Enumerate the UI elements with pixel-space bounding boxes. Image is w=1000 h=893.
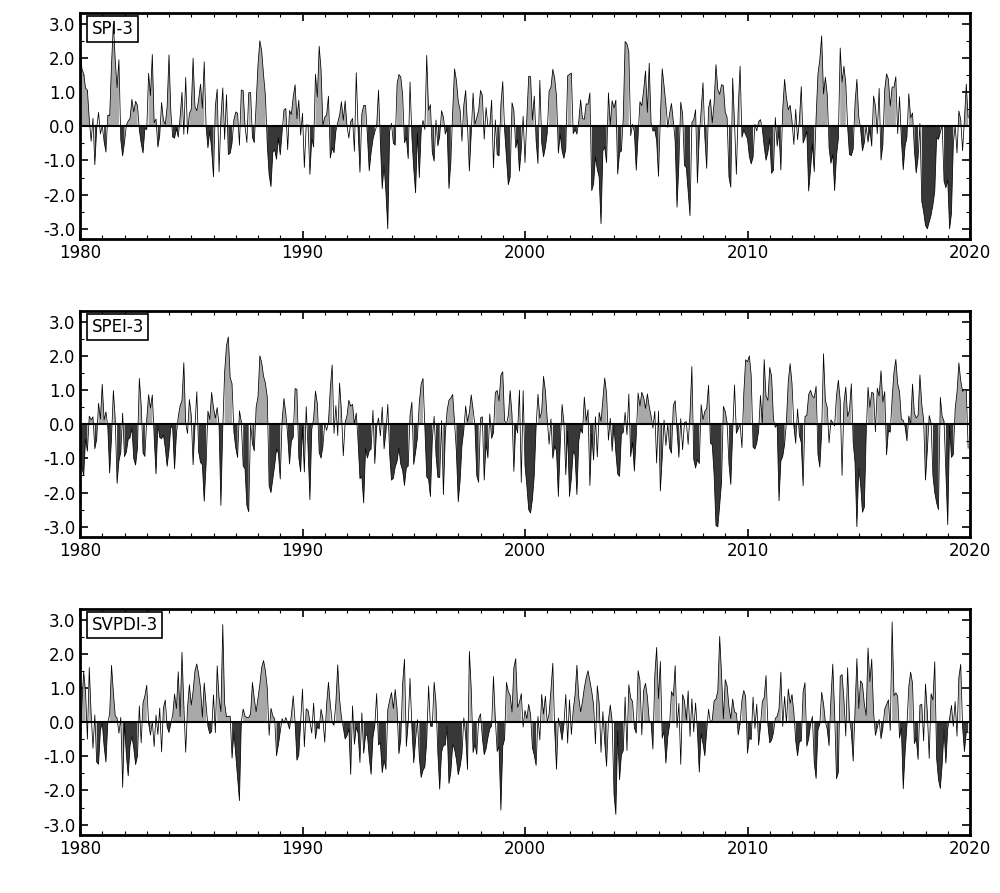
Text: SVPDI-3: SVPDI-3 [92, 616, 158, 634]
Text: SPI-3: SPI-3 [92, 21, 134, 38]
Text: SPEI-3: SPEI-3 [92, 318, 144, 336]
